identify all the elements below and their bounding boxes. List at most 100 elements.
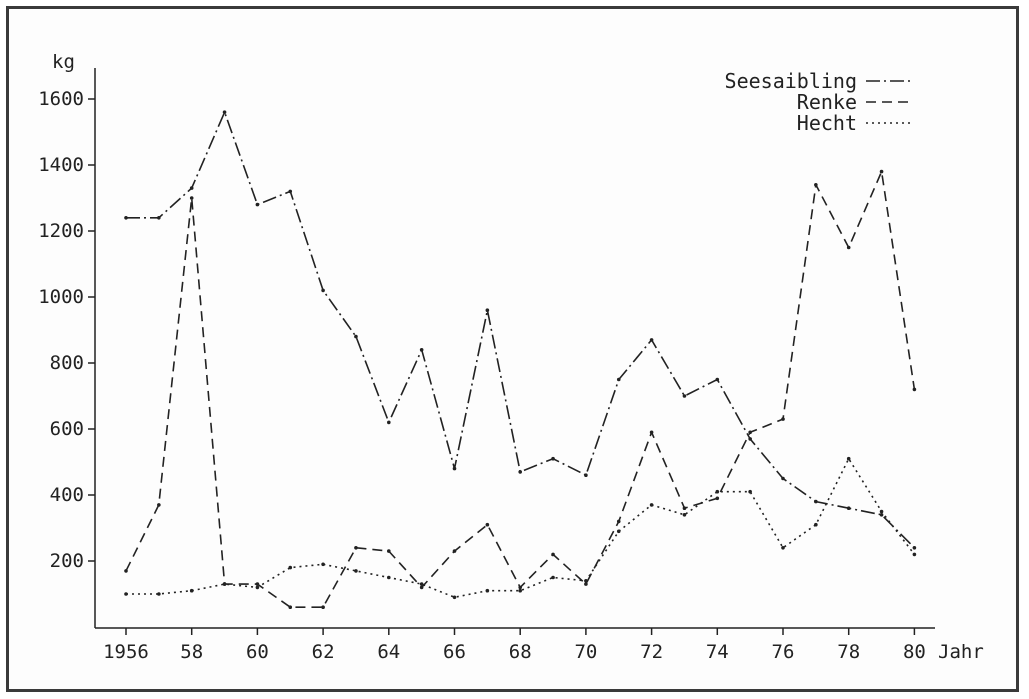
data-point xyxy=(781,476,785,481)
data-point xyxy=(846,245,851,250)
data-point xyxy=(419,585,424,590)
y-tick-label: 800 xyxy=(50,352,84,374)
x-tick-label: 68 xyxy=(509,641,532,663)
data-point xyxy=(387,549,391,553)
data-point xyxy=(846,456,851,461)
data-point xyxy=(584,579,588,583)
data-point xyxy=(452,466,457,471)
y-tick-label: 1200 xyxy=(38,220,84,242)
data-point xyxy=(584,582,588,586)
y-tick-label: 1000 xyxy=(38,286,84,308)
data-point xyxy=(485,522,490,527)
data-point xyxy=(124,592,128,596)
series-renke xyxy=(124,169,917,609)
data-point xyxy=(485,588,490,593)
x-tick-label: 58 xyxy=(180,641,203,663)
data-point xyxy=(354,546,358,550)
data-point xyxy=(879,509,884,514)
data-point xyxy=(551,456,555,461)
data-point xyxy=(189,186,194,190)
data-point xyxy=(912,546,917,550)
data-point xyxy=(649,338,654,342)
data-point xyxy=(387,575,391,580)
data-point xyxy=(518,585,522,590)
data-point xyxy=(124,569,128,573)
x-tick-label: 78 xyxy=(837,641,860,663)
x-tick-label: 60 xyxy=(246,641,269,663)
legend-label-seesaibling: Seesaibling xyxy=(725,69,857,93)
y-tick-label: 600 xyxy=(50,418,84,440)
data-point xyxy=(387,420,391,425)
data-point xyxy=(649,503,654,507)
data-point xyxy=(288,189,293,194)
y-tick-label: 400 xyxy=(50,484,84,506)
data-point xyxy=(846,506,851,511)
legend-label-hecht: Hecht xyxy=(797,111,857,135)
data-point xyxy=(518,588,522,593)
data-point xyxy=(879,169,884,174)
data-point xyxy=(814,183,818,187)
x-tick-label: 76 xyxy=(772,641,795,663)
data-point xyxy=(912,387,917,392)
y-axis-label: kg xyxy=(52,51,75,73)
x-tick-label: 74 xyxy=(706,641,729,663)
data-point xyxy=(157,592,161,596)
data-point xyxy=(584,473,588,478)
data-point xyxy=(189,588,194,593)
data-point xyxy=(321,562,325,567)
data-point xyxy=(518,470,522,474)
axes: 200 400 600 800 1000 1200 1400 1600 kg 1956 58 60 62… xyxy=(38,51,984,663)
data-point xyxy=(814,522,818,527)
data-point xyxy=(222,110,227,114)
data-point xyxy=(879,513,884,517)
x-tick-label: 80 xyxy=(903,641,926,663)
x-tick-label: 66 xyxy=(443,641,466,663)
data-point xyxy=(255,582,260,586)
data-point xyxy=(124,216,128,220)
data-point xyxy=(682,513,687,517)
x-tick-label: 70 xyxy=(574,641,597,663)
data-point xyxy=(255,585,260,590)
data-point xyxy=(748,430,752,435)
data-point xyxy=(715,489,720,494)
data-point xyxy=(452,595,457,600)
data-point xyxy=(222,582,227,586)
data-point xyxy=(288,605,293,609)
data-point xyxy=(649,430,654,435)
series-line xyxy=(126,457,916,599)
data-point xyxy=(419,582,424,586)
legend-label-renke: Renke xyxy=(797,90,857,114)
data-point xyxy=(748,489,752,494)
data-point xyxy=(748,437,752,441)
data-point xyxy=(321,605,325,609)
data-point xyxy=(781,417,785,421)
series-hecht xyxy=(124,456,917,600)
data-point xyxy=(682,394,687,398)
data-point xyxy=(485,308,490,313)
data-point xyxy=(616,377,621,382)
data-point xyxy=(715,496,720,501)
series-layer xyxy=(124,110,917,609)
data-point xyxy=(419,348,424,352)
y-tick-label: 1600 xyxy=(38,88,84,110)
data-point xyxy=(255,202,260,207)
y-tick-label: 200 xyxy=(50,550,84,572)
data-point xyxy=(616,519,621,524)
series-line xyxy=(125,170,916,609)
data-point xyxy=(189,196,194,200)
x-tick-label: 72 xyxy=(640,641,663,663)
y-tick-label: 1400 xyxy=(38,154,84,176)
data-point xyxy=(288,565,293,570)
data-point xyxy=(682,506,687,511)
data-point xyxy=(912,552,917,557)
data-point xyxy=(452,549,457,553)
data-point xyxy=(157,503,161,507)
data-point xyxy=(616,529,621,534)
data-point xyxy=(551,552,555,557)
x-axis-label: Jahr xyxy=(938,641,984,663)
x-tick-label: 1956 xyxy=(103,641,149,663)
data-point xyxy=(157,216,161,220)
data-point xyxy=(781,546,785,550)
